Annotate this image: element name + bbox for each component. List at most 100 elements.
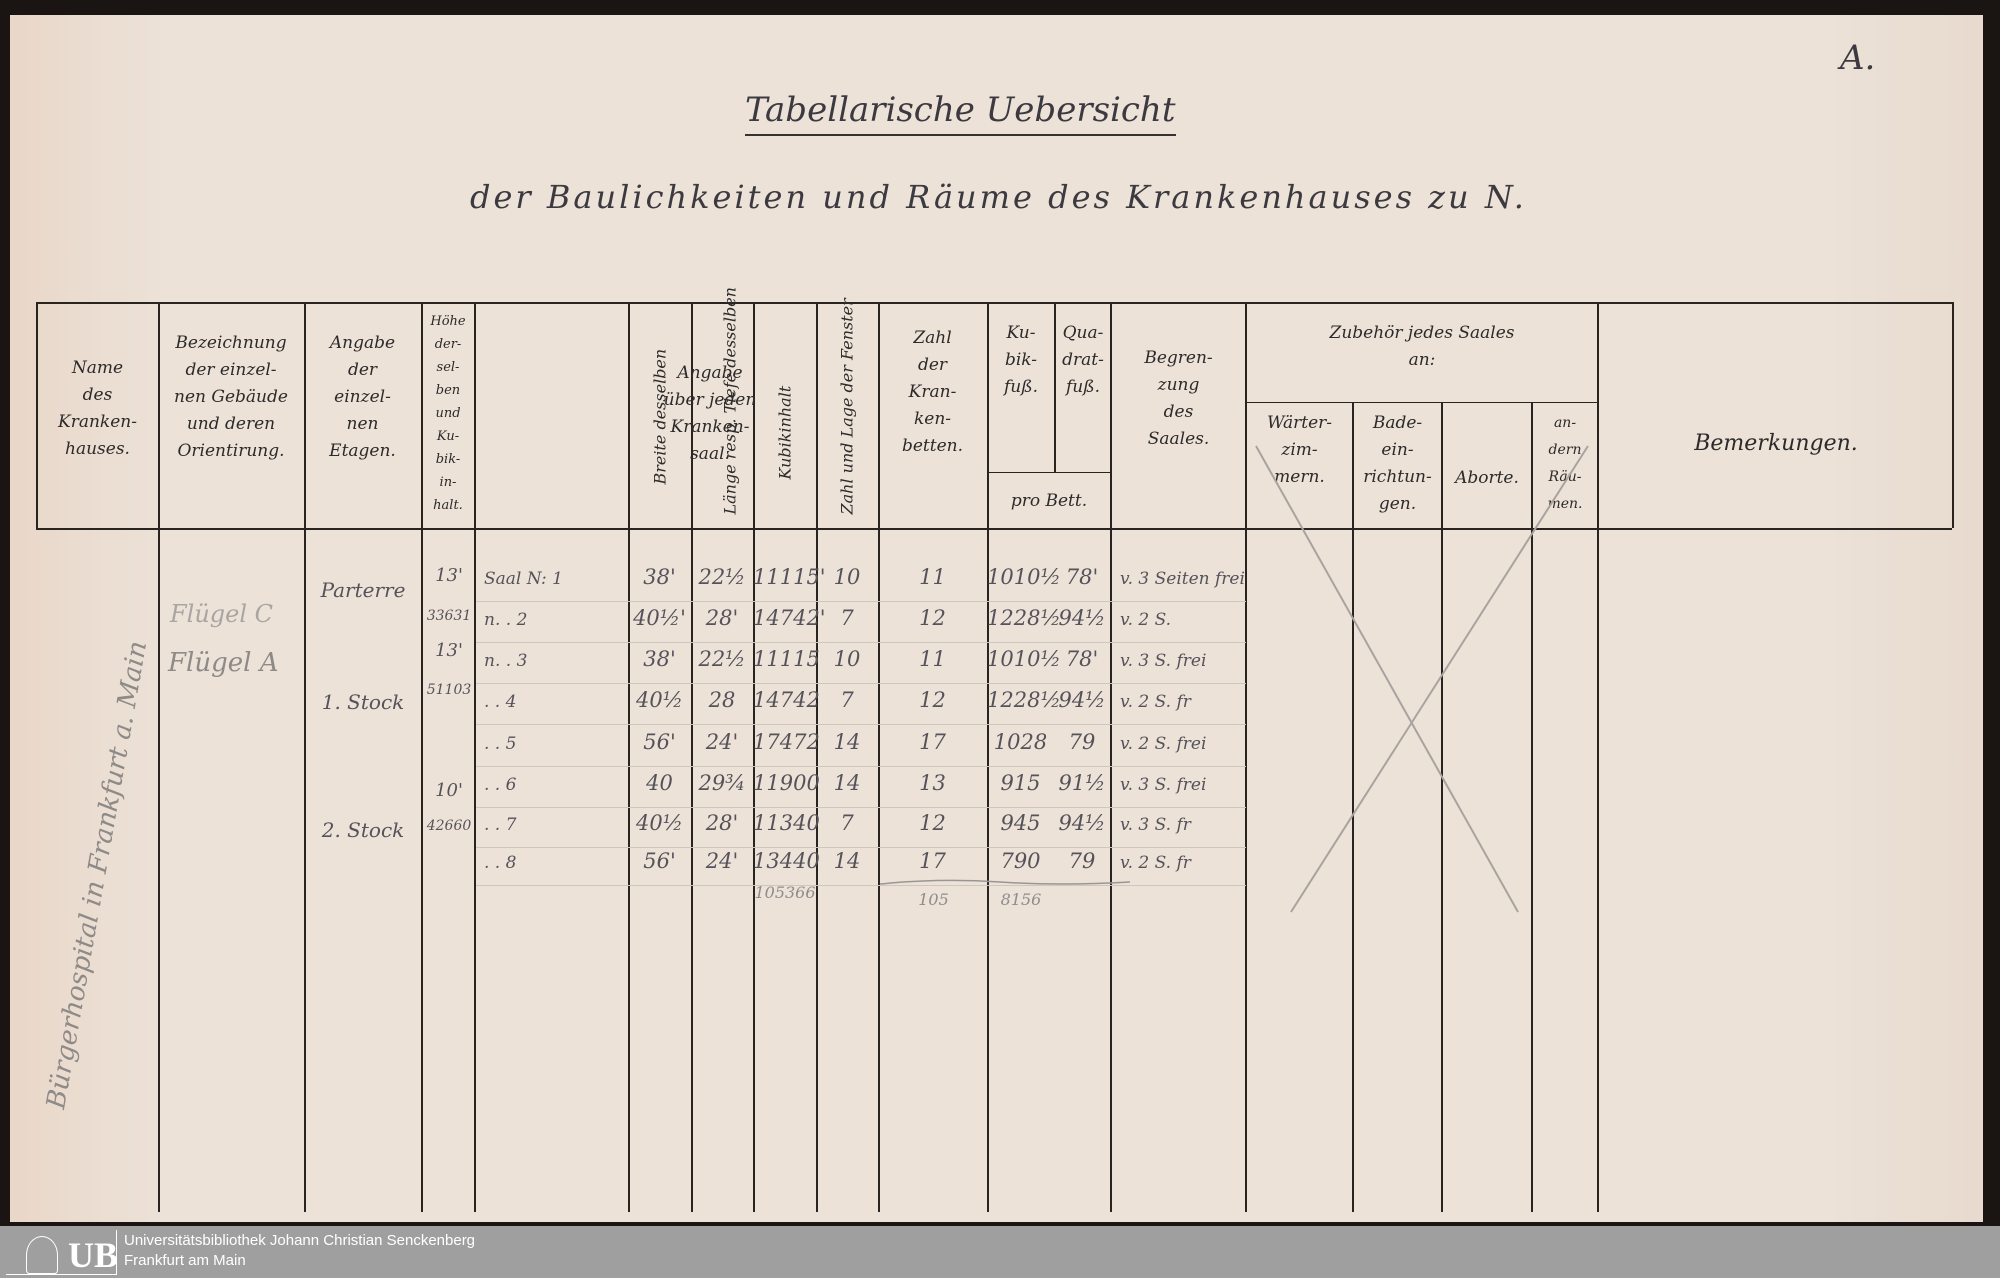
cell-ward: . . 6 xyxy=(484,775,517,795)
cell-width: 40½' xyxy=(633,606,686,630)
document-page xyxy=(10,15,1983,1222)
floor-volume: 51103 xyxy=(426,682,472,698)
cell-length: 28 xyxy=(708,688,736,712)
goethe-portrait-icon xyxy=(26,1236,58,1274)
header-other-rooms: an- dern Räu- men. xyxy=(1547,415,1583,512)
header-name: Name des Kranken- hauses. xyxy=(58,358,137,459)
column-divider xyxy=(474,302,476,1212)
library-logo: UB xyxy=(6,1230,119,1275)
cell-ward: n. . 3 xyxy=(484,651,528,671)
header-ward: Angabe über jeden Kranken- saal. xyxy=(663,363,757,464)
column-divider xyxy=(816,302,818,1212)
total-volume: 105366 xyxy=(754,883,816,902)
header-attendants: Wärter- zim- mern. xyxy=(1266,413,1333,487)
column-divider xyxy=(304,302,306,1212)
cell-volume: 11340 xyxy=(753,811,820,835)
accessories-divider xyxy=(1245,402,1597,403)
cell-volume: 11900 xyxy=(753,771,820,795)
column-divider xyxy=(36,302,38,528)
cell-beds: 12 xyxy=(919,688,946,712)
institution-name: Universitätsbibliothek Johann Christian … xyxy=(124,1232,476,1249)
cell-windows: 10 xyxy=(833,647,861,671)
cell-square: 91½ xyxy=(1058,771,1106,795)
cell-cubic: 790 xyxy=(1000,849,1041,873)
logo-text: UB xyxy=(68,1235,119,1275)
document-title: Tabellarische Uebersicht xyxy=(745,90,1176,136)
cell-width: 56' xyxy=(643,849,676,873)
floor-label: Parterre xyxy=(320,578,406,602)
total-cubic: 8156 xyxy=(1000,890,1042,909)
cell-beds: 12 xyxy=(919,606,946,630)
building-2: Flügel A xyxy=(168,648,279,678)
cell-ward: . . 4 xyxy=(484,692,517,712)
cell-windows: 14 xyxy=(833,730,861,754)
column-divider xyxy=(421,302,423,1212)
header-cubic: Ku- bik- fuß. xyxy=(1004,323,1038,397)
cell-square: 94½ xyxy=(1058,811,1106,835)
cell-square: 94½ xyxy=(1058,688,1106,712)
cell-windows: 7 xyxy=(840,688,854,712)
cell-width: 56' xyxy=(643,730,676,754)
cell-ward: Saal N: 1 xyxy=(484,569,563,589)
cell-ward: . . 7 xyxy=(484,815,517,835)
cell-length: 22½ xyxy=(698,565,746,589)
column-divider xyxy=(1441,402,1443,1212)
cell-width: 40½ xyxy=(635,688,684,712)
corner-mark: A. xyxy=(1840,38,1876,78)
cell-square: 78' xyxy=(1065,647,1099,671)
column-divider xyxy=(1245,302,1247,1212)
document-subtitle: der Baulichkeiten und Räume des Krankenh… xyxy=(470,178,1527,216)
cell-boundary: v. 3 S. fr xyxy=(1120,815,1191,835)
table-top-border xyxy=(36,302,1952,304)
institution-city: Frankfurt am Main xyxy=(124,1252,246,1269)
cell-beds: 12 xyxy=(919,811,946,835)
cell-beds: 17 xyxy=(919,849,946,873)
cell-cubic: 915 xyxy=(1000,771,1041,795)
cell-cubic: 1228½ xyxy=(987,688,1061,712)
per-bed-divider xyxy=(987,472,1110,473)
column-divider xyxy=(878,302,880,1212)
cell-cubic: 1028 xyxy=(993,730,1048,754)
column-divider xyxy=(1597,302,1599,1212)
header-remarks: Bemerkungen. xyxy=(1694,431,1858,456)
column-divider xyxy=(753,302,755,1212)
floor-height: 10' xyxy=(435,780,463,801)
column-divider xyxy=(1531,402,1533,1212)
column-divider xyxy=(1110,302,1112,1212)
cell-length: 29¾ xyxy=(698,771,746,795)
cell-boundary: v. 2 S. fr xyxy=(1120,853,1191,873)
cell-boundary: v. 2 S. xyxy=(1120,610,1172,630)
cell-windows: 7 xyxy=(840,811,854,835)
cell-length: 28' xyxy=(705,606,739,630)
cell-cubic: 1010½ xyxy=(987,647,1061,671)
cell-boundary: v. 2 S. frei xyxy=(1120,734,1207,754)
cell-ward: . . 5 xyxy=(484,734,517,754)
header-toilets: Aborte. xyxy=(1455,468,1519,488)
floor-label: 1. Stock xyxy=(321,690,405,714)
cell-boundary: v. 3 S. frei xyxy=(1120,775,1207,795)
cell-boundary: v. 3 S. frei xyxy=(1120,651,1207,671)
header-per-bed: pro Bett. xyxy=(1010,491,1088,511)
cubic-square-divider xyxy=(1054,302,1056,472)
header-bottom-border xyxy=(36,528,1952,530)
cell-width: 40 xyxy=(646,771,673,795)
cell-width: 40½ xyxy=(635,811,684,835)
header-height: Höhe der- sel- ben und Ku- bik- in- halt… xyxy=(430,314,466,513)
cell-cubic: 1228½ xyxy=(987,606,1061,630)
floor-height: 13' xyxy=(435,565,463,586)
cell-ward: . . 8 xyxy=(484,853,517,873)
column-divider xyxy=(987,302,989,1212)
cell-beds: 17 xyxy=(919,730,946,754)
cell-windows: 14 xyxy=(833,771,861,795)
cell-length: 22½ xyxy=(698,647,746,671)
cell-volume: 14742' xyxy=(753,606,826,630)
header-square: Qua- drat- fuß. xyxy=(1062,323,1104,397)
header-boundary: Begren- zung des Saales. xyxy=(1144,348,1213,449)
header-floors: Angabe der einzel- nen Etagen. xyxy=(329,333,396,461)
floor-volume: 42660 xyxy=(426,818,472,834)
floor-height: 13' xyxy=(435,640,463,661)
cell-volume: 13440 xyxy=(753,849,820,873)
cell-beds: 11 xyxy=(919,565,946,589)
cell-boundary: v. 3 Seiten frei xyxy=(1120,569,1245,589)
cell-windows: 7 xyxy=(840,606,854,630)
